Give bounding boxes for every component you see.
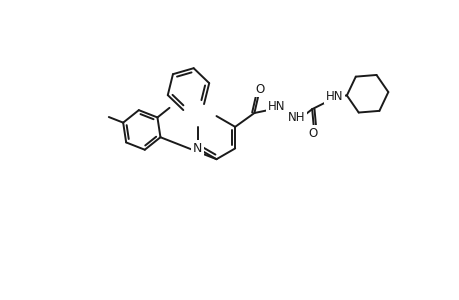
Text: HN: HN [268,100,285,112]
Text: HN: HN [325,90,342,103]
Text: NH: NH [287,111,305,124]
Text: O: O [308,127,317,140]
Text: N: N [193,142,202,155]
Text: O: O [255,82,264,96]
